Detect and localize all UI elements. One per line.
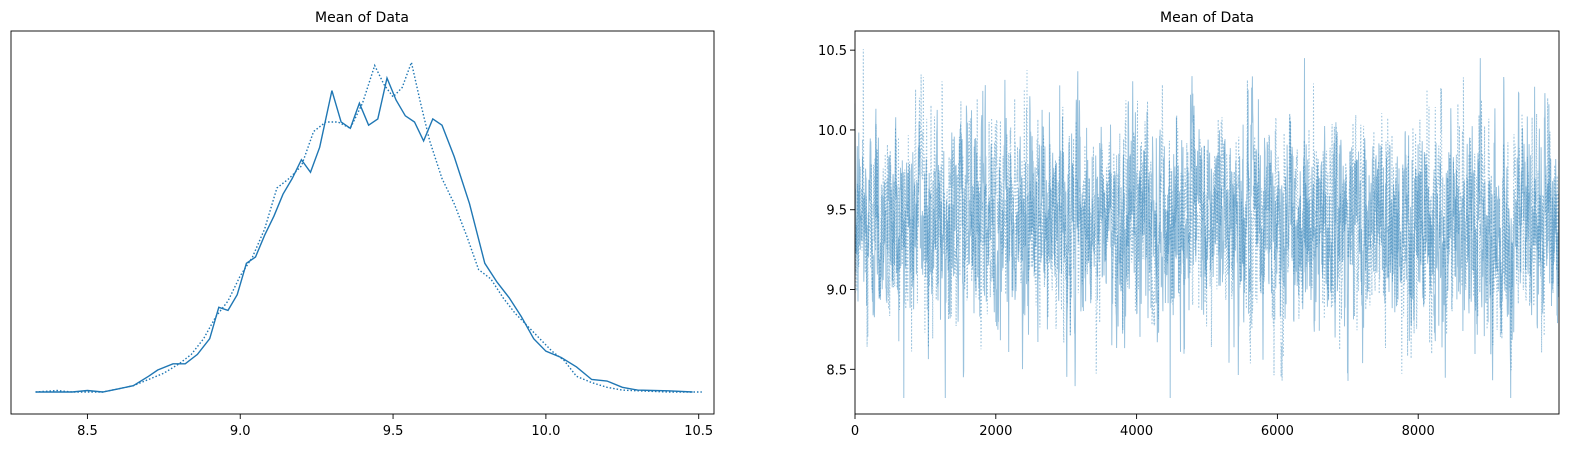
trace-x-tick-label: 2000: [979, 424, 1012, 439]
trace-plot-area: [854, 49, 1560, 399]
trace-y-tick-label: 10.5: [818, 44, 847, 59]
kde-x-tick-label: 10.0: [531, 424, 560, 439]
kde-plot-area: [35, 59, 702, 393]
trace-x-tick-label: 6000: [1261, 424, 1294, 439]
trace-title: Mean of Data: [1160, 10, 1254, 26]
trace-x-axis: 0 2000 4000 6000 8000: [851, 414, 1435, 439]
kde-series-line-0: [35, 75, 693, 393]
kde-x-tick-label: 9.5: [383, 424, 404, 439]
kde-title: Mean of Data: [315, 10, 409, 26]
trace-panel: Mean of Data 0 2000 4000 6000 8000 8.5 9.0 9.5…: [818, 10, 1560, 439]
kde-x-tick-label: 10.5: [684, 424, 713, 439]
kde-x-tick-label: 8.5: [77, 424, 98, 439]
trace-series-line-1: [854, 49, 1560, 381]
trace-y-tick-label: 10.0: [818, 124, 847, 139]
kde-axes-frame: [10, 30, 715, 415]
trace-axes-frame: [854, 30, 1560, 415]
trace-y-tick-label: 9.0: [826, 284, 847, 299]
trace-y-axis: 8.5 9.0 9.5 10.0 10.5: [818, 44, 855, 378]
trace-x-tick-label: 4000: [1120, 424, 1153, 439]
trace-x-tick-label: 8000: [1402, 424, 1435, 439]
trace-x-tick-label: 0: [851, 424, 859, 439]
kde-series-line-1: [35, 59, 702, 393]
trace-series-line-0: [854, 58, 1560, 399]
kde-panel: Mean of Data 8.5 9.0 9.5 10.0 10.5: [10, 10, 715, 439]
kde-x-axis: 8.5 9.0 9.5 10.0 10.5: [77, 414, 713, 439]
kde-x-tick-label: 9.0: [230, 424, 251, 439]
trace-y-tick-label: 9.5: [826, 204, 847, 219]
trace-y-tick-label: 8.5: [826, 363, 847, 378]
